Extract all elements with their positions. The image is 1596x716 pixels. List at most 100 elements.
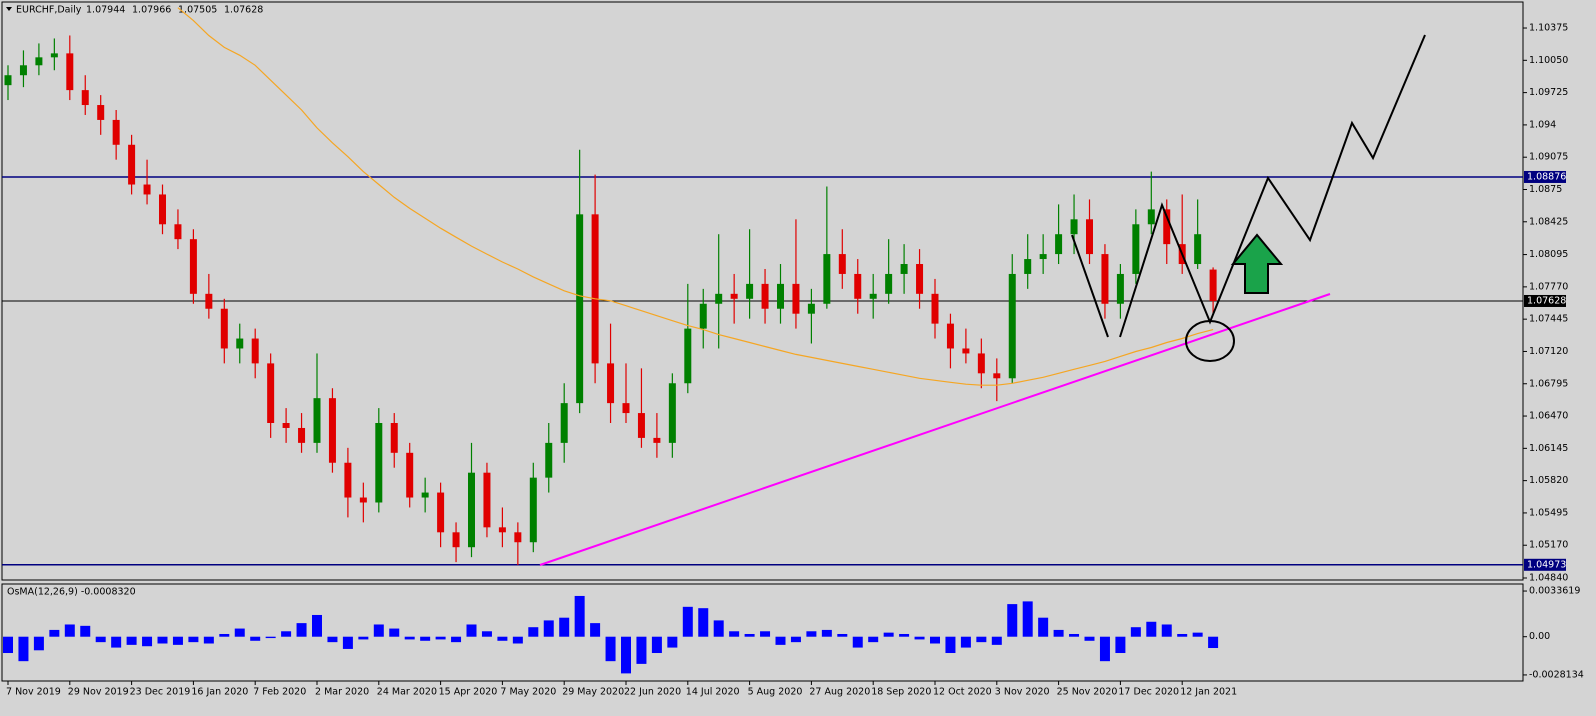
osma-bar (1007, 604, 1018, 637)
candle-body (1209, 269, 1217, 301)
plot (2, 7, 1523, 566)
osma-bar (852, 636, 863, 648)
osma-bar (435, 636, 446, 640)
candle-body (390, 423, 398, 453)
candle-body (1132, 224, 1140, 274)
osma-bar (744, 633, 755, 637)
candle-body (97, 105, 105, 120)
candle-body (220, 308, 228, 349)
x-tick-label: 2 Mar 2020 (315, 687, 369, 698)
y-tick-label: 1.06795 (1529, 378, 1568, 389)
osma-bar (234, 628, 245, 637)
osma-bar (219, 633, 230, 637)
osma-title: OsMA(12,26,9) -0.0008320 (7, 587, 136, 598)
candle-body (112, 119, 120, 145)
osma-bar (1053, 629, 1064, 637)
y-tick-label: 1.094 (1529, 119, 1556, 130)
candle-body (715, 293, 723, 304)
candle-body (514, 532, 522, 543)
x-tick-label: 12 Jan 2021 (1180, 687, 1237, 698)
osma-bar (806, 631, 817, 637)
osma-bar (1130, 627, 1141, 637)
candle-body (251, 338, 259, 364)
osma-bar (1146, 621, 1157, 637)
osma-bar (976, 636, 987, 643)
osma-bar (528, 627, 539, 637)
osma-bar (1115, 636, 1126, 654)
candle-body (189, 239, 197, 294)
candle-body (545, 442, 553, 478)
candle-body (4, 75, 12, 86)
candle-body (1024, 259, 1032, 274)
osma-bar (64, 624, 75, 637)
osma-bar (481, 631, 492, 637)
osma-bar (651, 636, 662, 654)
x-tick-label: 12 Oct 2020 (933, 687, 992, 698)
candle-body (437, 492, 445, 533)
price-tag-label: 1.04973 (1527, 559, 1566, 570)
candle-body (684, 328, 692, 384)
osma-bar (342, 636, 353, 649)
y-tick-label: 1.10375 (1529, 23, 1568, 34)
price-tag-label: 1.08876 (1527, 171, 1566, 182)
candle-body (761, 283, 769, 309)
x-tick-label: 29 May 2020 (562, 687, 624, 698)
candle-body (1163, 209, 1171, 245)
osma-bar (605, 636, 616, 662)
candle-body (1070, 219, 1078, 235)
candle-body (900, 264, 908, 274)
candle-body (328, 398, 336, 463)
osma-bar (667, 636, 678, 648)
zigzag (1071, 234, 1109, 338)
osma-bar (1177, 633, 1188, 637)
x-tick-label: 3 Nov 2020 (995, 687, 1050, 698)
y-tick-label: 1.07445 (1529, 314, 1568, 325)
candle-body (576, 214, 584, 404)
x-tick-label: 7 Nov 2019 (6, 687, 61, 698)
candle-body (406, 452, 414, 498)
osma-bar (543, 620, 554, 637)
osma-bar (636, 636, 647, 664)
candle-body (81, 90, 89, 106)
osma-bar (930, 636, 940, 644)
candle-body (1086, 219, 1093, 255)
osma-bar (203, 636, 214, 644)
candle-body (916, 264, 924, 294)
candle-body (792, 283, 800, 314)
y-tick-label: 1.0875 (1529, 184, 1562, 195)
osma-bar (821, 629, 832, 637)
up-arrow (1230, 233, 1284, 294)
annotations (539, 34, 1426, 566)
candle-body (591, 214, 599, 364)
osma-bar (33, 636, 44, 651)
open: 1.07944 (86, 5, 125, 16)
osma-bar (327, 636, 338, 643)
osma-bar (682, 606, 693, 637)
candle-body (143, 184, 151, 195)
osma-bar (312, 614, 322, 637)
osma-bar (142, 636, 153, 647)
price-tag-label: 1.07628 (1527, 295, 1566, 306)
candle-body (529, 477, 537, 543)
osma-bar (729, 631, 740, 637)
candle-body (1147, 209, 1155, 225)
candle-body (807, 303, 815, 314)
osma-bar (713, 620, 724, 637)
candle-body (468, 472, 475, 548)
candle-body (1116, 273, 1124, 304)
osma-bar (914, 636, 925, 640)
candle-body (854, 273, 862, 299)
osma-bar (883, 632, 894, 637)
candle-body (298, 427, 306, 443)
candle-body (35, 57, 43, 66)
osma-bar (3, 636, 13, 654)
candle-body (313, 398, 321, 443)
candle-body (1039, 254, 1047, 260)
osma-bar (1069, 633, 1080, 637)
candle-body (607, 363, 615, 404)
candle-body (375, 423, 383, 503)
high: 1.07966 (132, 5, 171, 16)
osma-bar (1038, 617, 1049, 637)
candle-body (174, 224, 182, 240)
